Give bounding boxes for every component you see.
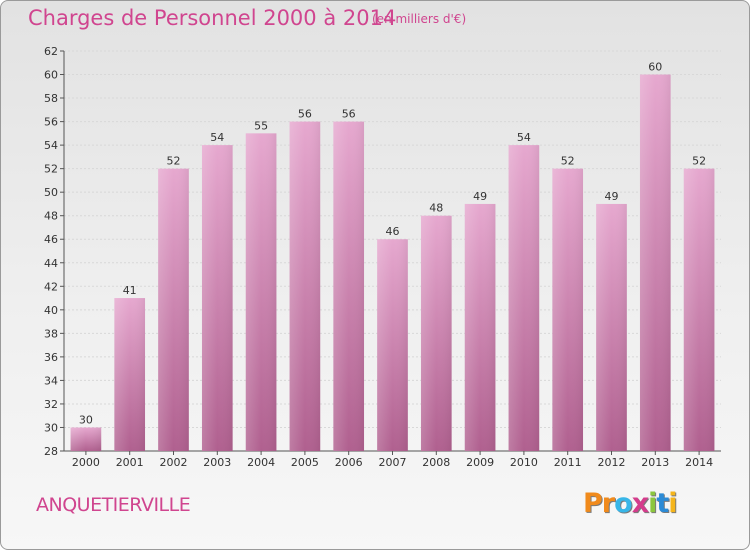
bar-value-label: 48 xyxy=(429,202,443,215)
bar-value-label: 60 xyxy=(648,61,662,74)
x-tick-label: 2012 xyxy=(598,456,626,469)
bar-value-label: 46 xyxy=(386,225,400,238)
y-tick-label: 56 xyxy=(44,116,58,129)
y-tick-label: 54 xyxy=(44,139,58,152)
bar-highlight xyxy=(596,203,627,451)
bar-highlight xyxy=(289,121,321,452)
bar-highlight xyxy=(158,168,189,451)
bar-highlight xyxy=(464,203,496,451)
bar-value-label: 54 xyxy=(517,131,531,144)
bar-highlight xyxy=(70,427,102,451)
x-tick-label: 2003 xyxy=(203,456,231,469)
y-tick-label: 30 xyxy=(44,421,58,434)
y-tick-label: 48 xyxy=(44,210,58,223)
bar-highlight xyxy=(377,239,408,451)
y-tick-label: 42 xyxy=(44,280,58,293)
y-tick-label: 34 xyxy=(44,374,58,387)
bar-highlight xyxy=(333,121,365,452)
bar-value-label: 49 xyxy=(473,190,487,203)
x-tick-label: 2013 xyxy=(641,456,669,469)
x-tick-label: 2009 xyxy=(466,456,494,469)
y-tick-label: 62 xyxy=(44,45,58,58)
logo-letter: r xyxy=(601,488,615,519)
y-tick-label: 28 xyxy=(44,445,58,458)
chart-title: Charges de Personnel 2000 à 2014 xyxy=(28,6,397,30)
y-tick-label: 40 xyxy=(44,304,58,317)
logo-letter: o xyxy=(614,488,633,519)
bar-highlight xyxy=(114,298,146,451)
bar-highlight xyxy=(552,168,584,451)
x-tick-label: 2008 xyxy=(422,456,450,469)
bar-value-label: 30 xyxy=(79,413,93,426)
bar-value-label: 49 xyxy=(605,190,619,203)
x-tick-label: 2005 xyxy=(291,456,319,469)
logo-letter: i xyxy=(668,488,677,519)
labels: 28 30 32 34 36 38 40 42 44 46 48 50 52 54 56 58 60 62 30 20… xyxy=(44,45,713,469)
logo-letter: x xyxy=(631,488,649,519)
logo-letter: t xyxy=(656,488,669,519)
x-tick-label: 2007 xyxy=(379,456,407,469)
y-tick-label: 50 xyxy=(44,186,58,199)
bar-value-label: 52 xyxy=(167,155,181,168)
chart-subtitle: (en milliers d'€) xyxy=(372,12,467,26)
y-tick-label: 38 xyxy=(44,327,58,340)
y-tick-label: 36 xyxy=(44,351,58,364)
x-tick-label: 2004 xyxy=(247,456,275,469)
y-tick-label: 52 xyxy=(44,163,58,176)
proxiti-logo[interactable]: Proxiti xyxy=(583,488,678,519)
x-tick-label: 2010 xyxy=(510,456,538,469)
bar-value-label: 55 xyxy=(254,119,268,132)
x-tick-label: 2006 xyxy=(335,456,363,469)
x-tick-label: 2014 xyxy=(685,456,713,469)
bars xyxy=(70,74,715,452)
bar-highlight xyxy=(508,145,540,451)
bar-value-label: 56 xyxy=(342,108,356,121)
logo-letter: i xyxy=(648,488,657,519)
bar-value-label: 52 xyxy=(692,155,706,168)
x-tick-label: 2011 xyxy=(554,456,582,469)
y-tick-label: 60 xyxy=(44,69,58,82)
bar-highlight xyxy=(683,168,715,451)
y-tick-label: 46 xyxy=(44,233,58,246)
y-tick-label: 58 xyxy=(44,92,58,105)
y-tick-label: 32 xyxy=(44,398,58,411)
y-tick-label: 44 xyxy=(44,257,58,270)
bar-value-label: 41 xyxy=(123,284,137,297)
bar-highlight xyxy=(420,215,452,451)
commune-name: ANQUETIERVILLE xyxy=(36,494,191,516)
x-tick-label: 2002 xyxy=(160,456,188,469)
bar-highlight xyxy=(639,74,671,451)
bar-value-label: 54 xyxy=(210,131,224,144)
x-tick-label: 2000 xyxy=(72,456,100,469)
bar-highlight xyxy=(245,133,277,451)
bar-highlight xyxy=(201,145,233,451)
bar-value-label: 52 xyxy=(561,155,575,168)
logo-letter: P xyxy=(583,488,603,519)
bar-value-label: 56 xyxy=(298,108,312,121)
x-tick-label: 2001 xyxy=(116,456,144,469)
